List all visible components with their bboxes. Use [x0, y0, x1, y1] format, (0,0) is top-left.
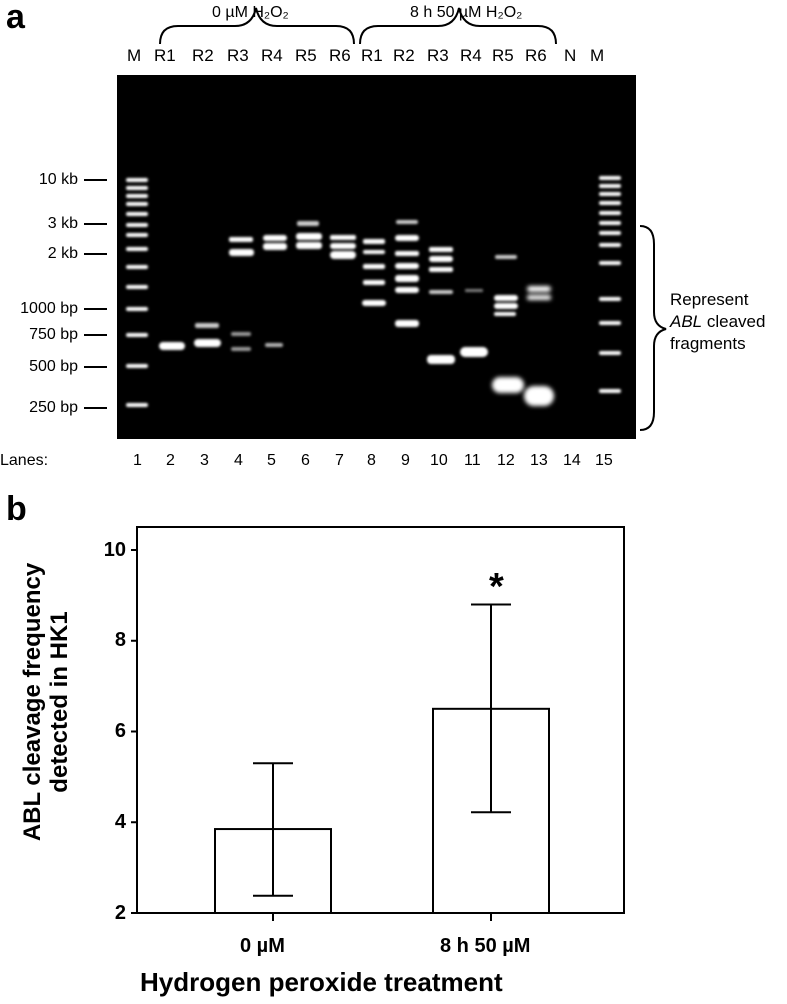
fragments-annotation: Represent ABL cleaved fragments: [670, 289, 765, 355]
lane-header-11: R4: [460, 46, 482, 65]
lane-number-4: 4: [234, 452, 243, 469]
size-marker-2kb: 2 kb: [47, 245, 78, 262]
lane-header-12: R5: [492, 46, 514, 65]
group-label-control: 0 µM H₂O₂: [212, 4, 289, 21]
group-label-treated: 8 h 50 µM H₂O₂: [410, 4, 523, 21]
lane-header-8: R1: [361, 46, 383, 65]
x-category-label-0uM: 0 µM: [240, 935, 285, 957]
gel-image: [117, 75, 636, 439]
annotation-line-2-rest: cleaved: [702, 312, 766, 331]
bars: [214, 603, 550, 921]
lane-number-12: 12: [497, 452, 515, 469]
y-tick-label-2: 2: [114, 902, 126, 924]
x-axis-title: Hydrogen peroxide treatment: [140, 967, 503, 997]
lane-number-9: 9: [401, 452, 410, 469]
group-braces: [159, 7, 557, 45]
lane-number-13: 13: [530, 452, 548, 469]
size-marker-1000bp: 1000 bp: [20, 300, 78, 317]
size-marker-500bp: 500 bp: [29, 358, 78, 375]
lane-header-4: R3: [227, 46, 249, 65]
y-tick-label-8: 8: [114, 629, 126, 651]
annotation-line-3: fragments: [670, 334, 746, 353]
lane-header-15: M: [590, 46, 605, 65]
plot-frame: [136, 526, 625, 914]
fragments-brace: [639, 225, 667, 431]
lanes-label: Lanes:: [0, 452, 49, 469]
y-tick-label-4: 4: [114, 811, 126, 833]
lane-header-3: R2: [192, 46, 214, 65]
size-marker-ticks: [84, 179, 107, 409]
lane-number-10: 10: [430, 452, 448, 469]
lane-number-5: 5: [267, 452, 276, 469]
size-marker-3kb: 3 kb: [47, 215, 78, 232]
lane-number-3: 3: [200, 452, 209, 469]
lane-number-1: 1: [133, 452, 142, 469]
lane-header-2: R1: [154, 46, 176, 65]
size-marker-750bp: 750 bp: [29, 326, 78, 343]
lane-number-11: 11: [464, 452, 481, 469]
lane-header-6: R5: [295, 46, 317, 65]
y-tick-label-6: 6: [114, 720, 126, 742]
lane-header-14: N: [564, 46, 577, 65]
lane-header-7: R6: [329, 46, 351, 65]
panel-a-letter: a: [6, 0, 25, 36]
annotation-line-1: Represent: [670, 290, 749, 309]
size-marker-250bp: 250 bp: [29, 399, 78, 416]
lane-number-15: 15: [595, 452, 613, 469]
lane-header-13: R6: [525, 46, 547, 65]
size-marker-10kb: 10 kb: [38, 171, 78, 188]
lane-number-2: 2: [166, 452, 175, 469]
lane-header-10: R3: [427, 46, 449, 65]
gel-bands: [126, 176, 621, 407]
lane-number-8: 8: [367, 452, 376, 469]
y-tick-label-10: 10: [103, 539, 126, 561]
lane-header-1: M: [127, 46, 142, 65]
lane-number-7: 7: [335, 452, 344, 469]
lane-header-9: R2: [393, 46, 415, 65]
y-axis-ticks: [131, 549, 137, 914]
annotation-line-2: ABL cleaved: [670, 311, 765, 333]
annotation-gene-name: ABL: [670, 312, 703, 331]
panel-b-letter: b: [6, 490, 27, 528]
x-category-label-8h50uM: 8 h 50 µM: [440, 935, 531, 957]
lane-number-6: 6: [301, 452, 310, 469]
significance-star: *: [489, 566, 504, 608]
lane-header-5: R4: [261, 46, 283, 65]
lane-number-14: 14: [563, 452, 581, 469]
